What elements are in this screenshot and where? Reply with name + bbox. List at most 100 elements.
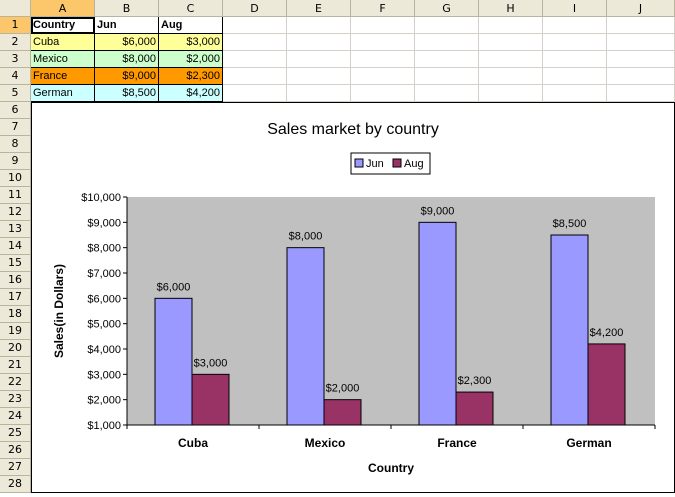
cell-d5[interactable] bbox=[223, 85, 287, 102]
cell-h5[interactable] bbox=[479, 85, 543, 102]
data-label-jun-cuba: $6,000 bbox=[157, 281, 191, 293]
row-header-7[interactable]: 7 bbox=[0, 119, 31, 136]
cell-f3[interactable] bbox=[351, 51, 415, 68]
cell-c4[interactable]: $2,300 bbox=[159, 68, 223, 85]
row-header-24[interactable]: 24 bbox=[0, 408, 31, 425]
column-header-i[interactable]: I bbox=[543, 0, 607, 17]
cell-e4[interactable] bbox=[287, 68, 351, 85]
select-all-corner[interactable] bbox=[0, 0, 31, 17]
cell-a3[interactable]: Mexico bbox=[31, 51, 95, 68]
row-header-14[interactable]: 14 bbox=[0, 238, 31, 255]
row-header-13[interactable]: 13 bbox=[0, 221, 31, 238]
row-header-1[interactable]: 1 bbox=[0, 17, 31, 34]
cell-j2[interactable] bbox=[607, 34, 675, 51]
row-header-19[interactable]: 19 bbox=[0, 323, 31, 340]
row-header-6[interactable]: 6 bbox=[0, 102, 31, 119]
row-header-8[interactable]: 8 bbox=[0, 136, 31, 153]
column-header-f[interactable]: F bbox=[351, 0, 415, 17]
cell-e3[interactable] bbox=[287, 51, 351, 68]
row-header-26[interactable]: 26 bbox=[0, 442, 31, 459]
y-tick-label: $1,000 bbox=[87, 420, 121, 432]
cell-g4[interactable] bbox=[415, 68, 479, 85]
cell-j4[interactable] bbox=[607, 68, 675, 85]
cell-b3[interactable]: $8,000 bbox=[95, 51, 159, 68]
row-header-5[interactable]: 5 bbox=[0, 85, 31, 102]
cell-h4[interactable] bbox=[479, 68, 543, 85]
bar-aug-mexico bbox=[323, 399, 362, 426]
cell-i4[interactable] bbox=[543, 68, 607, 85]
column-header-e[interactable]: E bbox=[287, 0, 351, 17]
cell-i2[interactable] bbox=[543, 34, 607, 51]
cell-h1[interactable] bbox=[479, 17, 543, 34]
cell-c3[interactable]: $2,000 bbox=[159, 51, 223, 68]
cell-f1[interactable] bbox=[351, 17, 415, 34]
cell-g5[interactable] bbox=[415, 85, 479, 102]
cell-g1[interactable] bbox=[415, 17, 479, 34]
y-tick-label: $10,000 bbox=[81, 192, 121, 204]
cell-a1[interactable]: Country bbox=[31, 17, 95, 34]
cell-f5[interactable] bbox=[351, 85, 415, 102]
column-header-c[interactable]: C bbox=[159, 0, 223, 17]
cell-b1[interactable]: Jun bbox=[95, 17, 159, 34]
cell-e2[interactable] bbox=[287, 34, 351, 51]
cell-f2[interactable] bbox=[351, 34, 415, 51]
cell-b2[interactable]: $6,000 bbox=[95, 34, 159, 51]
y-tick-label: $8,000 bbox=[87, 243, 121, 255]
cell-i5[interactable] bbox=[543, 85, 607, 102]
cell-b4[interactable]: $9,000 bbox=[95, 68, 159, 85]
column-header-j[interactable]: J bbox=[607, 0, 675, 17]
column-header-g[interactable]: G bbox=[415, 0, 479, 17]
cell-c1[interactable]: Aug bbox=[159, 17, 223, 34]
column-header-b[interactable]: B bbox=[95, 0, 159, 17]
row-header-2[interactable]: 2 bbox=[0, 34, 31, 51]
cell-g3[interactable] bbox=[415, 51, 479, 68]
row-header-25[interactable]: 25 bbox=[0, 425, 31, 442]
row-header-10[interactable]: 10 bbox=[0, 170, 31, 187]
chart-canvas: Sales market by country Jun Aug $1,000 $2,00… bbox=[52, 121, 656, 475]
cell-e5[interactable] bbox=[287, 85, 351, 102]
row-header-11[interactable]: 11 bbox=[0, 187, 31, 204]
cell-d2[interactable] bbox=[223, 34, 287, 51]
row-header-27[interactable]: 27 bbox=[0, 459, 31, 476]
cell-c5[interactable]: $4,200 bbox=[159, 85, 223, 102]
row-header-15[interactable]: 15 bbox=[0, 255, 31, 272]
row-header-18[interactable]: 18 bbox=[0, 306, 31, 323]
row-header-21[interactable]: 21 bbox=[0, 357, 31, 374]
y-axis-label: Sales(in Dollars) bbox=[52, 264, 66, 358]
row-header-9[interactable]: 9 bbox=[0, 153, 31, 170]
cell-a2[interactable]: Cuba bbox=[31, 34, 95, 51]
cell-j3[interactable] bbox=[607, 51, 675, 68]
row-header-28[interactable]: 28 bbox=[0, 476, 31, 493]
cell-b5[interactable]: $8,500 bbox=[95, 85, 159, 102]
cell-a4[interactable]: France bbox=[31, 68, 95, 85]
data-label-jun-mexico: $8,000 bbox=[289, 231, 323, 243]
row-header-3[interactable]: 3 bbox=[0, 51, 31, 68]
row-header-17[interactable]: 17 bbox=[0, 289, 31, 306]
cell-i3[interactable] bbox=[543, 51, 607, 68]
row-header-4[interactable]: 4 bbox=[0, 68, 31, 85]
row-header-23[interactable]: 23 bbox=[0, 391, 31, 408]
row-header-12[interactable]: 12 bbox=[0, 204, 31, 221]
cell-d3[interactable] bbox=[223, 51, 287, 68]
row-header-16[interactable]: 16 bbox=[0, 272, 31, 289]
data-label-jun-france: $9,000 bbox=[421, 205, 455, 217]
column-header-a[interactable]: A bbox=[31, 0, 95, 17]
cell-d4[interactable] bbox=[223, 68, 287, 85]
row-header-22[interactable]: 22 bbox=[0, 374, 31, 391]
cell-f4[interactable] bbox=[351, 68, 415, 85]
cell-c2[interactable]: $3,000 bbox=[159, 34, 223, 51]
cell-i1[interactable] bbox=[543, 17, 607, 34]
cell-j1[interactable] bbox=[607, 17, 675, 34]
cell-h2[interactable] bbox=[479, 34, 543, 51]
x-tick-label: Mexico bbox=[305, 436, 346, 450]
cell-h3[interactable] bbox=[479, 51, 543, 68]
column-header-d[interactable]: D bbox=[223, 0, 287, 17]
embedded-chart[interactable]: Sales market by country Jun Aug $1,000 $2,00… bbox=[31, 102, 675, 493]
cell-g2[interactable] bbox=[415, 34, 479, 51]
cell-a5[interactable]: German bbox=[31, 85, 95, 102]
cell-d1[interactable] bbox=[223, 17, 287, 34]
column-header-h[interactable]: H bbox=[479, 0, 543, 17]
cell-j5[interactable] bbox=[607, 85, 675, 102]
row-header-20[interactable]: 20 bbox=[0, 340, 31, 357]
cell-e1[interactable] bbox=[287, 17, 351, 34]
